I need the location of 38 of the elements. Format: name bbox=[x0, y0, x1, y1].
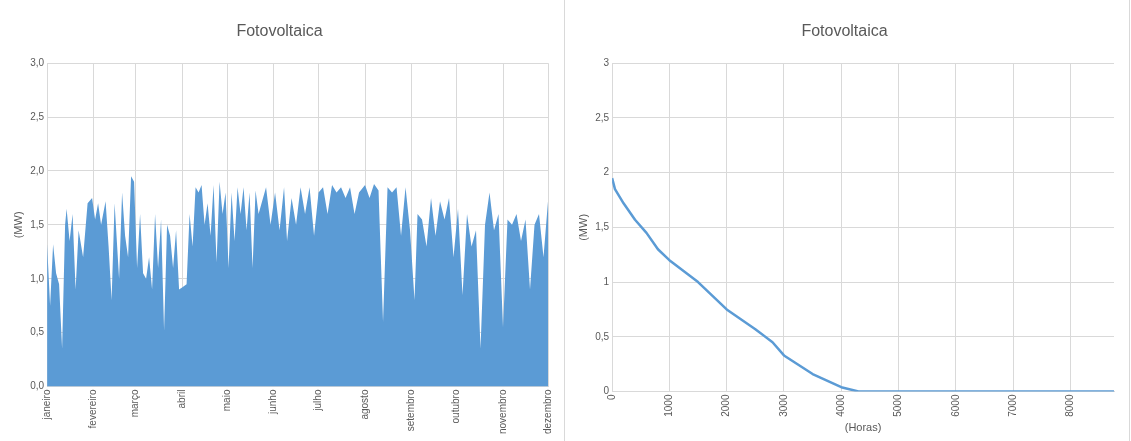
x-tick-label: fevereiro bbox=[87, 389, 99, 429]
y-tick-label: 1 bbox=[603, 275, 610, 287]
x-tick-label: 3000 bbox=[777, 394, 789, 417]
x-tick-label: janeiro bbox=[40, 389, 52, 421]
x-tick-label: dezembro bbox=[541, 389, 553, 434]
x-tick-label: novembro bbox=[496, 389, 508, 434]
y-tick-label: 0,5 bbox=[595, 330, 610, 342]
x-tick-label: março bbox=[129, 389, 141, 418]
x-tick-label: 7000 bbox=[1006, 394, 1018, 417]
x-axis-title: (Horas) bbox=[844, 421, 882, 434]
chart-title: Fotovoltaica bbox=[236, 22, 323, 40]
x-tick-label: agosto bbox=[358, 389, 370, 420]
y-tick-label: 1,5 bbox=[595, 221, 610, 233]
x-tick-label: maio bbox=[220, 389, 232, 412]
x-tick-label: junho bbox=[267, 389, 279, 415]
x-tick-label: outubro bbox=[450, 389, 462, 424]
y-tick-label: 1,5 bbox=[30, 218, 45, 230]
y-tick-label: 2,5 bbox=[595, 111, 610, 123]
chart-title: Fotovoltaica bbox=[801, 22, 888, 40]
x-tick-label: 1000 bbox=[663, 394, 675, 417]
x-tick-label: 4000 bbox=[835, 394, 847, 417]
x-tick-label: abril bbox=[175, 389, 187, 409]
y-tick-label: 0,0 bbox=[30, 380, 45, 392]
y-tick-label: 2,0 bbox=[30, 164, 45, 176]
y-axis-title: (MW) bbox=[576, 213, 589, 241]
x-tick-label: 6000 bbox=[949, 394, 961, 417]
y-tick-label: 3 bbox=[603, 56, 610, 68]
y-tick-label: 2,5 bbox=[30, 110, 45, 122]
y-tick-label: 0,5 bbox=[30, 326, 45, 338]
y-tick-label: 2 bbox=[603, 166, 610, 178]
x-tick-label: 5000 bbox=[892, 394, 904, 417]
y-tick-label: 1,0 bbox=[30, 272, 45, 284]
x-tick-label: setembro bbox=[405, 389, 417, 432]
x-tick-label: julho bbox=[312, 389, 324, 412]
x-tick-label: 2000 bbox=[720, 394, 732, 417]
y-axis-title: (MW) bbox=[11, 211, 24, 239]
x-tick-label: 8000 bbox=[1064, 394, 1076, 417]
y-tick-label: 3,0 bbox=[30, 56, 45, 68]
